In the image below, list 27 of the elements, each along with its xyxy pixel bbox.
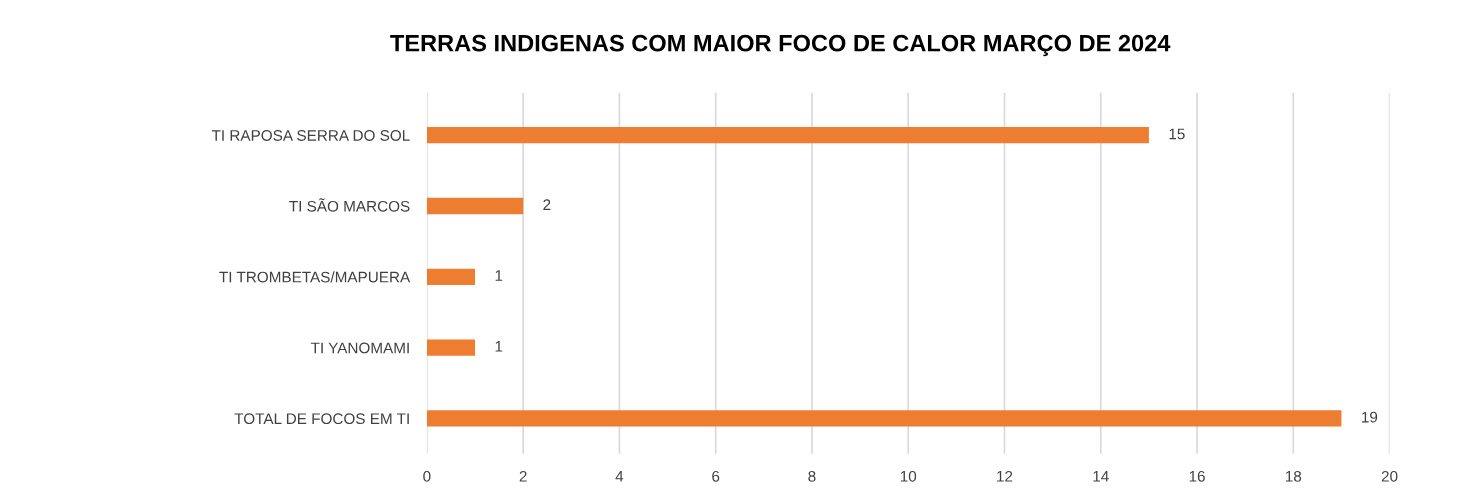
x-tick-label: 10 (900, 470, 917, 482)
data-label: 2 (543, 199, 551, 210)
y-tick-label: TI YANOMAMI (310, 342, 409, 354)
x-tick-label: 8 (808, 470, 816, 482)
bar (426, 197, 524, 215)
x-tick-label: 18 (1285, 470, 1302, 482)
y-tick-label: TI TROMBETAS/MAPUERA (219, 271, 411, 283)
bar (426, 127, 1149, 144)
x-tick-label: 2 (519, 470, 527, 482)
x-tick-label: 4 (615, 471, 624, 482)
data-label: 15 (1169, 128, 1185, 140)
y-tick-label: TI SÃO MARCOS (289, 198, 410, 212)
x-tick-label: 6 (712, 470, 720, 482)
x-tick-label: 16 (1189, 470, 1205, 482)
bar (426, 410, 1342, 427)
x-tick-label: 14 (1093, 471, 1109, 482)
data-label: 1 (495, 270, 503, 281)
bar (426, 339, 476, 356)
data-label: 19 (1362, 411, 1378, 423)
y-tick-label: TI RAPOSA SERRA DO SOL (211, 130, 410, 141)
x-tick-label: 0 (423, 470, 431, 482)
chart-title: TERRAS INDIGENAS COM MAIOR FOCO DE CALOR MARÇO DE 2024 (390, 34, 1171, 57)
bar (426, 268, 476, 285)
data-label: 1 (495, 341, 503, 352)
y-tick-label: TOTAL DE FOCOS EM TI (234, 413, 409, 425)
x-tick-label: 20 (1381, 470, 1398, 482)
x-tick-label: 12 (997, 470, 1013, 482)
